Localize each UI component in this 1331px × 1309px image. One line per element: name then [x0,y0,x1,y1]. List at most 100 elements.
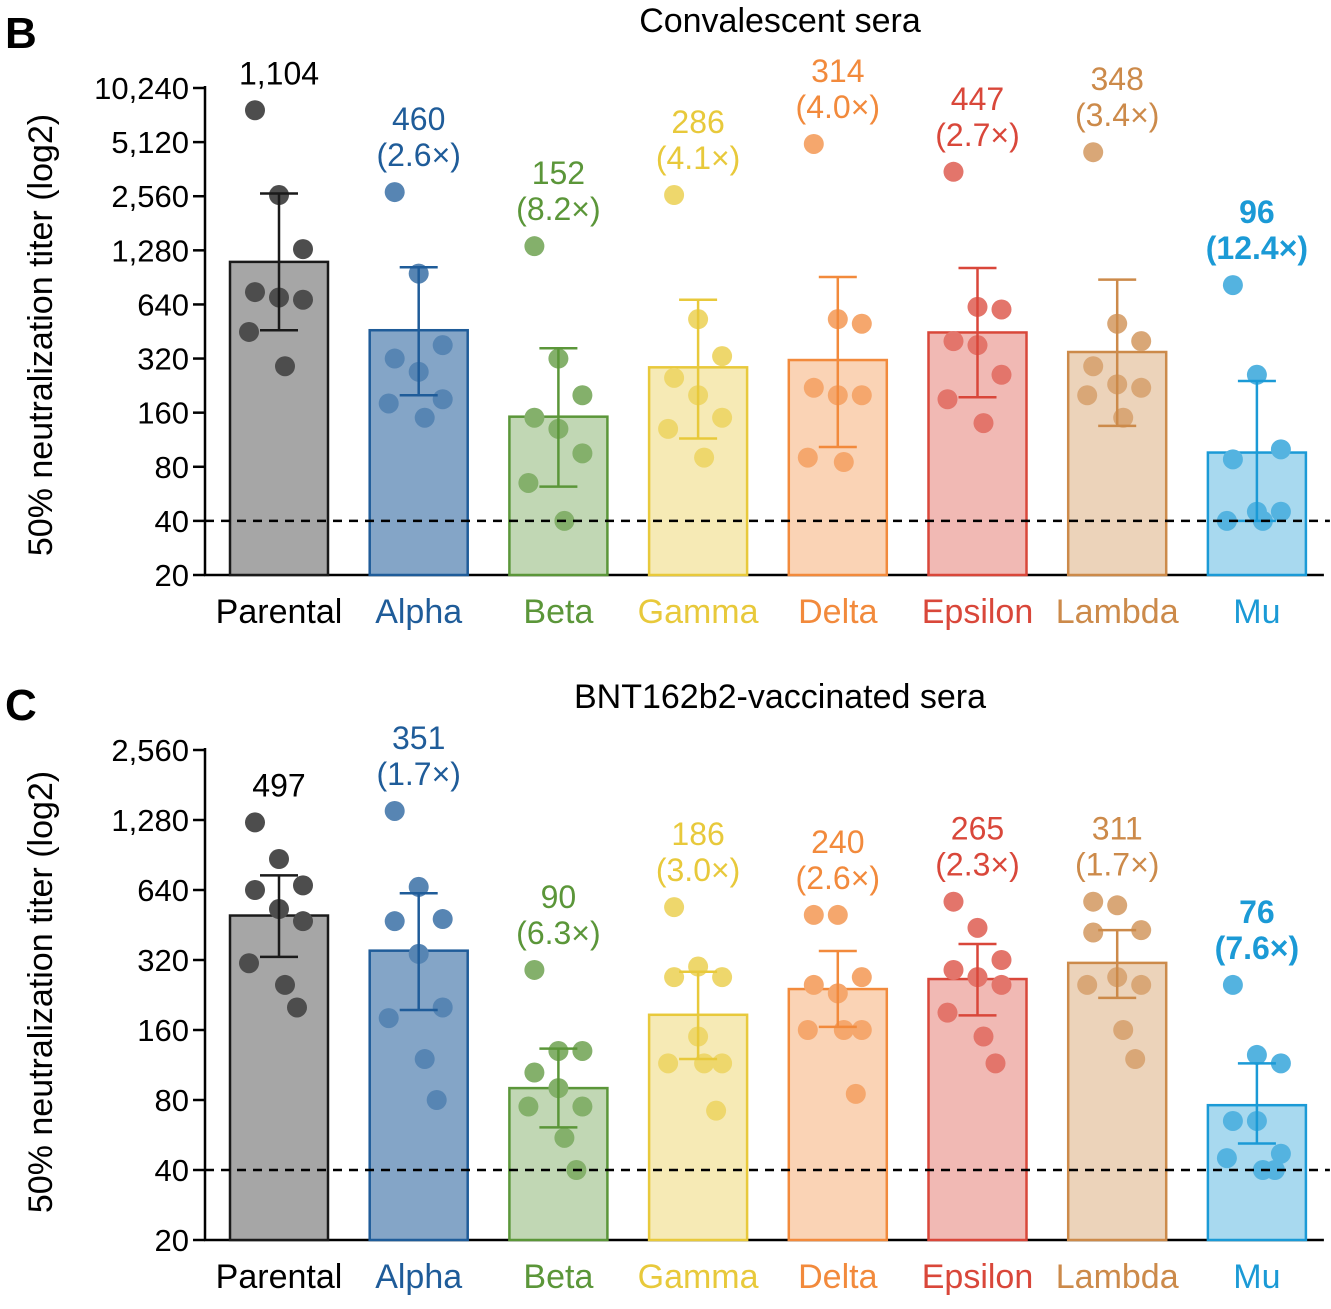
data-point [572,1096,593,1117]
data-point [1083,142,1104,163]
data-point [1264,1160,1285,1180]
data-point [293,875,313,896]
data-point [245,812,265,833]
data-point [851,967,872,988]
error-bar [679,970,718,1061]
data-point [384,348,405,369]
value-label: 286 [671,104,724,140]
category-label: Mu [1233,1258,1280,1296]
error-bar [818,275,857,449]
y-tick-label: 320 [137,342,189,377]
fold-label: (2.7×) [935,117,1019,153]
data-point [991,364,1012,385]
error-bar [958,942,997,1017]
data-point [432,335,453,356]
data-point [712,1053,733,1074]
category-label: Alpha [375,1258,462,1296]
panel-c: C BNT162b2-vaccinated sera 50% neutraliz… [5,678,1330,1296]
category-label: Lambda [1056,593,1179,631]
panel-c-letter: C [5,681,37,730]
category-label: Parental [216,593,343,631]
value-label: 447 [951,81,1004,117]
data-point [269,848,289,869]
value-label: 186 [671,816,724,852]
y-tick-label: 40 [155,1153,189,1188]
panel-b-title: Convalescent sera [639,2,921,40]
data-point [245,880,265,900]
data-point [827,904,848,925]
panel-c-ylabel: 50% neutralization titer (log2) [22,771,60,1213]
data-point [239,321,259,342]
data-point [432,389,453,410]
fold-label: (3.0×) [656,852,740,888]
panel-b-ylabel: 50% neutralization titer (log2) [22,114,60,556]
y-tick-label: 640 [137,873,189,908]
value-label: 460 [392,101,445,137]
data-point [524,236,545,257]
error-bar [539,1047,578,1129]
data-point [1246,1044,1267,1065]
data-point [712,407,733,428]
data-point [1131,377,1152,398]
fold-label: (1.7×) [376,756,460,792]
data-point [937,1002,958,1023]
data-point [432,997,453,1018]
fold-label: (8.2×) [516,191,600,227]
bar-epsilon [927,977,1028,1242]
data-point [664,367,685,388]
data-point [712,346,733,367]
data-point [384,800,405,821]
value-label: 497 [252,767,305,803]
category-label: Lambda [1056,1258,1179,1296]
error-bar [399,891,438,1012]
bar-lambda [1066,961,1168,1242]
bar-gamma [647,1013,749,1242]
data-point [937,389,958,410]
data-point [275,356,295,377]
fold-label: (4.1×) [656,140,740,176]
value-label: 265 [951,811,1004,847]
data-point [985,1053,1006,1074]
data-point [797,1020,818,1040]
data-point [524,1062,545,1083]
category-label: Gamma [638,1258,759,1296]
data-point [664,897,685,918]
data-point [1270,439,1291,460]
data-point [943,331,964,352]
panel-b-plot: 20 40 80 160 320 640 1,280 2,560 5,120 10,240 1,10… [94,53,1330,631]
error-bar [679,298,718,440]
data-point [293,911,313,932]
category-label: Epsilon [922,1258,1034,1296]
fold-label: (3.4×) [1075,97,1159,133]
fold-label: (2.6×) [376,137,460,173]
y-tick-label: 40 [155,504,189,539]
data-point [943,161,964,182]
data-point [239,953,259,974]
category-label: Delta [798,1258,877,1296]
data-point [524,959,545,980]
data-point [851,1020,872,1040]
value-label: 351 [392,720,445,756]
fold-label: (1.7×) [1075,847,1159,883]
panel-b: B Convalescent sera 50% neutralization t… [5,2,1330,631]
data-point [967,917,988,938]
data-point [524,407,545,428]
y-tick-label: 640 [137,287,189,322]
data-point [1131,974,1152,995]
data-point [275,974,295,995]
value-label: 76 [1239,894,1275,930]
data-point [572,1040,593,1061]
data-point [973,1026,994,1047]
category-label: Parental [216,1258,343,1296]
value-label: 348 [1091,61,1144,97]
y-tick-label: 5,120 [111,125,189,160]
error-bar [260,192,298,332]
data-point [245,100,265,121]
category-label: Gamma [638,593,759,631]
category-label: Delta [798,593,877,631]
data-point [378,1008,399,1029]
data-point [1113,1020,1134,1040]
y-tick-label: 2,560 [111,179,189,214]
